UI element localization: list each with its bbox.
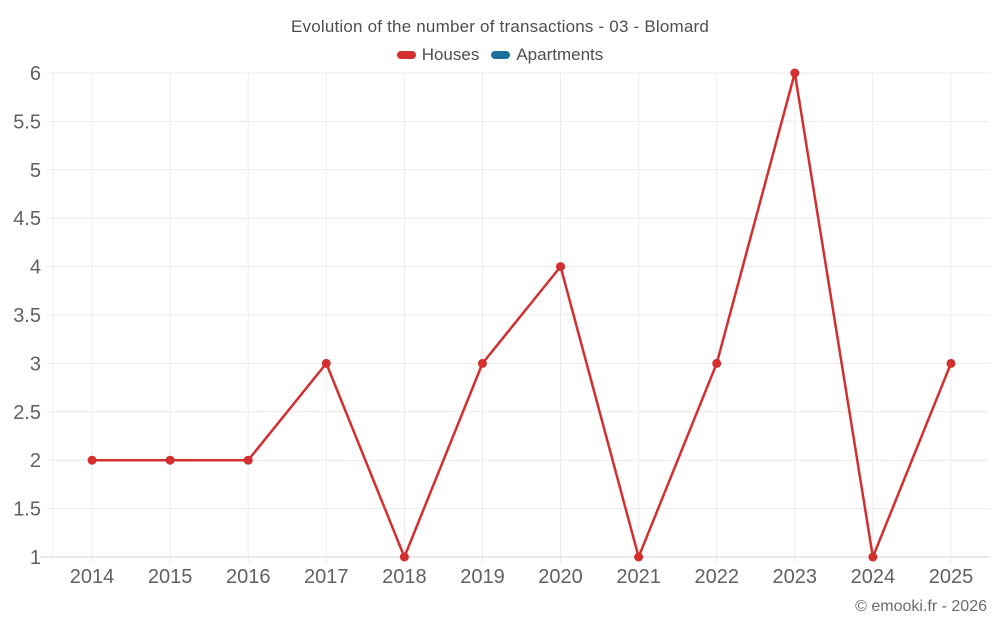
y-axis-tick-label: 5.5 — [13, 111, 41, 133]
houses-data-point[interactable] — [165, 455, 175, 465]
houses-data-point[interactable] — [321, 358, 331, 368]
legend-item-apartments[interactable]: Apartments — [491, 45, 603, 65]
houses-data-point[interactable] — [399, 552, 409, 562]
legend-item-houses[interactable]: Houses — [396, 45, 480, 65]
houses-data-point[interactable] — [946, 358, 956, 368]
x-axis-tick-label: 2023 — [773, 566, 818, 588]
apartments-legend-swatch-icon — [491, 51, 511, 59]
y-axis-tick-label: 2 — [30, 450, 41, 472]
x-axis-tick-label: 2022 — [694, 566, 739, 588]
legend: Houses Apartments — [0, 45, 1000, 65]
x-axis-tick-label: 2025 — [929, 566, 974, 588]
houses-data-point[interactable] — [634, 552, 644, 562]
houses-line — [92, 71, 953, 559]
houses-legend-swatch-icon — [396, 51, 416, 59]
houses-data-point[interactable] — [243, 455, 253, 465]
copyright-text: © emooki.fr - 2026 — [855, 598, 987, 615]
x-axis-tick-label: 2021 — [616, 566, 661, 588]
y-axis-tick-label: 5 — [30, 160, 41, 182]
houses-data-point[interactable] — [712, 358, 722, 368]
houses-data-point[interactable] — [477, 358, 487, 368]
houses-data-point[interactable] — [790, 68, 800, 78]
y-axis-tick-label: 1 — [30, 547, 41, 569]
y-axis-tick-label: 2.5 — [13, 402, 41, 424]
x-axis-tick-label: 2016 — [226, 566, 271, 588]
x-axis-tick-label: 2014 — [70, 566, 115, 588]
x-axis-tick-label: 2018 — [382, 566, 427, 588]
x-axis-tick-label: 2019 — [460, 566, 505, 588]
houses-data-point[interactable] — [87, 455, 97, 465]
y-axis-tick-label: 3.5 — [13, 305, 41, 327]
x-axis-tick-label: 2020 — [538, 566, 583, 588]
x-axis-tick-label: 2024 — [851, 566, 896, 588]
x-axis-tick-label: 2015 — [148, 566, 193, 588]
y-axis-tick-label: 1.5 — [13, 499, 41, 521]
y-axis-tick-label: 6 — [30, 63, 41, 85]
houses-data-point[interactable] — [868, 552, 878, 562]
houses-legend-label: Houses — [421, 45, 480, 64]
houses-data-point[interactable] — [556, 262, 566, 272]
chart-title: Evolution of the number of transactions … — [290, 17, 710, 36]
y-axis-tick-label: 3 — [30, 353, 41, 375]
x-axis-tick-label: 2017 — [304, 566, 349, 588]
y-axis-tick-label: 4 — [30, 257, 41, 279]
y-axis-tick-label: 4.5 — [13, 208, 41, 230]
apartments-legend-label: Apartments — [516, 45, 604, 64]
